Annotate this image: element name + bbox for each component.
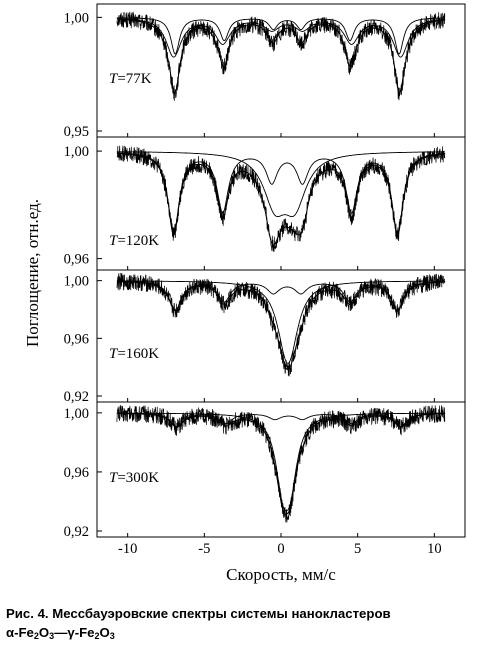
- y-tick-label: 1,00: [64, 274, 89, 290]
- x-tick-label: 5: [354, 541, 361, 557]
- y-tick-label: 1,00: [64, 406, 89, 422]
- spectrum-panel-1: 1,00 0,95 T=77K: [64, 3, 466, 140]
- temperature-label: T=300K: [109, 470, 159, 486]
- subspectrum-curve-2: [116, 280, 446, 364]
- figure-caption: Рис. 4. Мессбауэровские спектры системы …: [6, 604, 482, 642]
- caption-text: Рис. 4. Мессбауэровские спектры системы …: [6, 606, 391, 621]
- y-tick-label: 0,96: [64, 252, 89, 268]
- caption-formula: α-Fe2O3—γ-Fe2O3: [6, 625, 115, 641]
- temperature-label: T=77K: [109, 71, 152, 87]
- gamma-symbol: γ: [67, 625, 75, 640]
- mossbauer-figure: 1,00 0,95 T=77K 1,00 0,96 T=120K 1,00 0,96 0,92 T…: [23, 3, 466, 584]
- x-tick-label: -5: [198, 541, 210, 557]
- y-tick-label: 1,00: [64, 144, 89, 160]
- temperature-label: T=160K: [109, 346, 159, 362]
- y-tick-label: 0,92: [64, 389, 89, 405]
- experimental-data: [116, 405, 446, 523]
- alpha-symbol: α: [6, 625, 15, 640]
- y-tick-label: 0,96: [64, 465, 89, 481]
- experimental-data: [116, 145, 446, 253]
- y-tick-label: 0,92: [64, 524, 89, 540]
- panel-frame: [96, 136, 466, 271]
- y-tick-label: 0,96: [64, 331, 89, 347]
- spectrum-panel-4: 1,00 0,96 0,92 T=300K: [64, 401, 466, 540]
- subspectrum-curve-2: [116, 18, 446, 58]
- y-tick-label: 0,95: [64, 124, 89, 140]
- spectrum-panel-3: 1,00 0,96 0,92 T=160K: [64, 269, 466, 405]
- experimental-data: [116, 11, 446, 101]
- y-axis-label: Поглощение, отн.ед.: [23, 199, 42, 347]
- y-tick-label: 1,00: [64, 10, 89, 26]
- subspectrum-curve-1: [116, 17, 446, 55]
- temperature-label: T=120K: [109, 233, 159, 249]
- subspectrum-curve-2: [116, 151, 446, 218]
- spectra-panels: 1,00 0,95 T=77K 1,00 0,96 T=120K 1,00 0,96 0,92 T…: [64, 3, 466, 540]
- experimental-data: [116, 272, 445, 377]
- x-tick-label: -10: [118, 541, 137, 557]
- x-axis-label: Скорость, мм/с: [226, 565, 336, 584]
- spectrum-panel-2: 1,00 0,96 T=120K: [64, 136, 466, 271]
- x-axis: -10 -5 0 5 10: [118, 541, 442, 557]
- x-tick-label: 10: [427, 541, 442, 557]
- x-tick-label: 0: [277, 541, 284, 557]
